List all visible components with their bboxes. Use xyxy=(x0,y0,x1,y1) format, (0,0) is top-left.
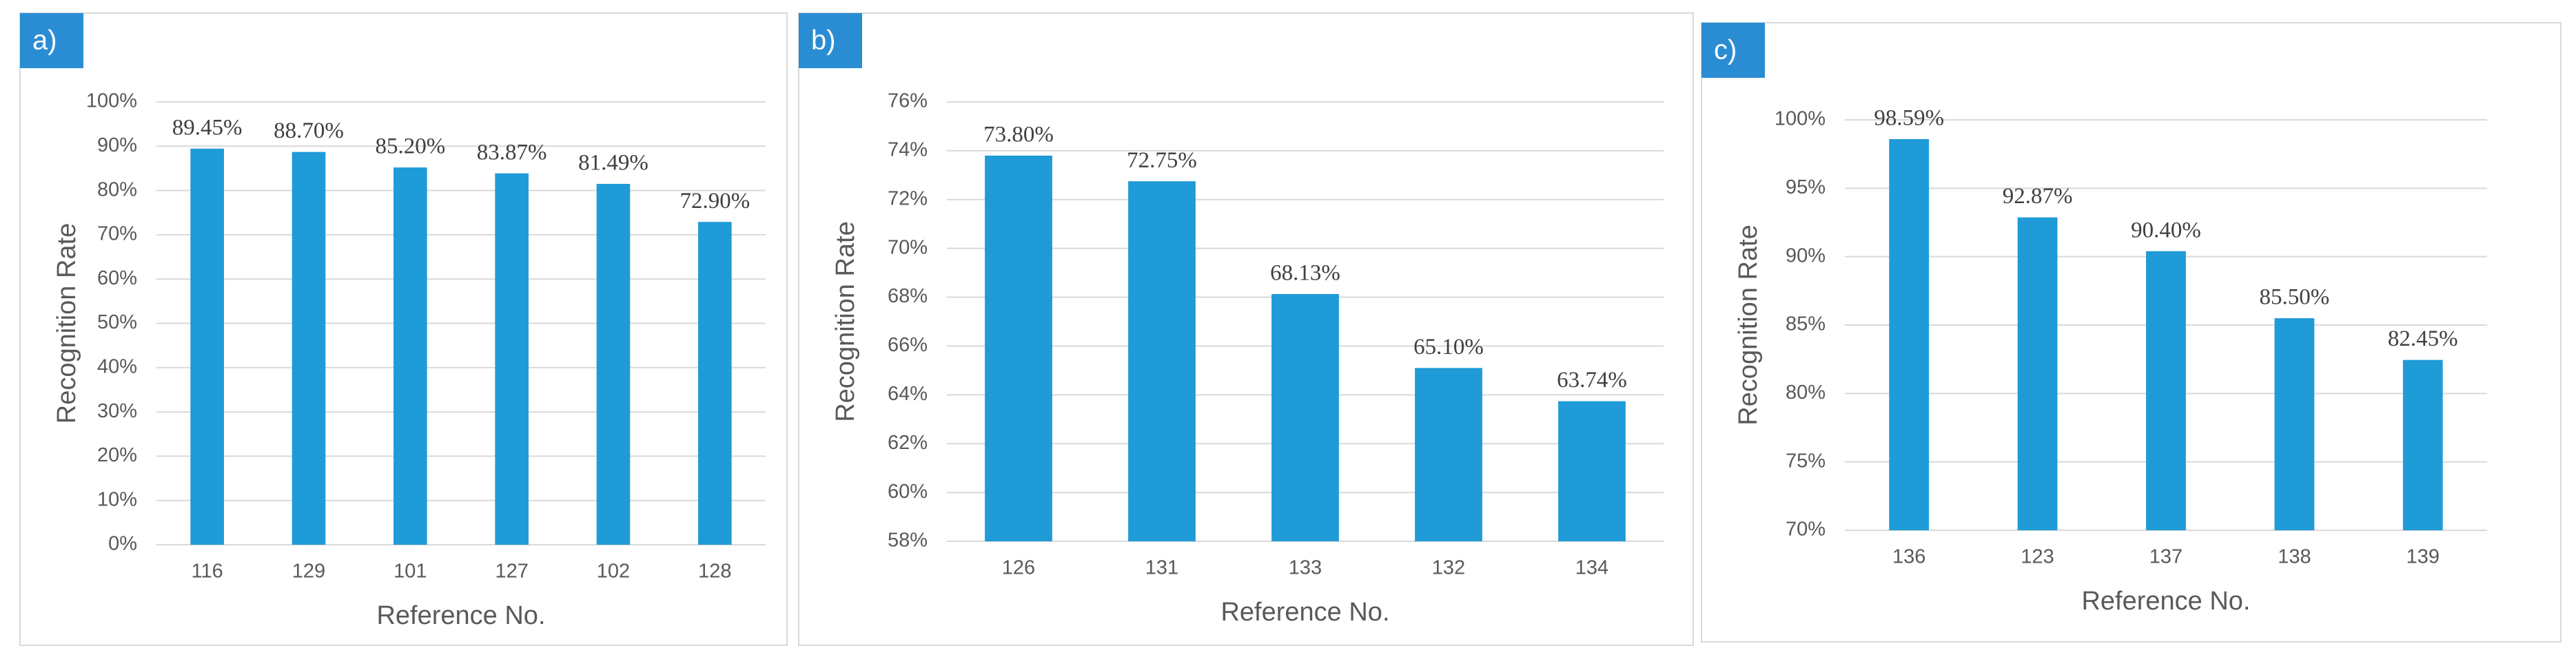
value-label: 72.75% xyxy=(1127,148,1197,173)
panel xyxy=(1701,22,2562,643)
value-label: 89.45% xyxy=(172,115,243,140)
y-axis-title: Recognition Rate xyxy=(831,221,860,422)
y-tick-label: 50% xyxy=(97,311,137,333)
x-tick-label: 139 xyxy=(2406,546,2440,568)
value-label: 98.59% xyxy=(1874,106,1944,131)
bar xyxy=(2402,359,2443,530)
y-tick-label: 70% xyxy=(888,236,928,258)
bar xyxy=(698,222,732,545)
y-tick-label: 30% xyxy=(97,400,137,422)
bar xyxy=(292,152,326,545)
y-tick-label: 100% xyxy=(86,90,137,112)
value-label: 90.40% xyxy=(2131,218,2201,242)
y-tick-label: 80% xyxy=(97,178,137,200)
y-tick-label: 85% xyxy=(1786,313,1826,335)
panel-label-box xyxy=(1701,23,1765,78)
x-tick-label: 129 xyxy=(292,561,325,583)
x-tick-label: 134 xyxy=(1575,557,1608,579)
panel-label-box xyxy=(799,13,862,68)
bar xyxy=(2017,217,2058,530)
y-tick-label: 90% xyxy=(97,134,137,156)
y-tick-label: 0% xyxy=(108,533,137,555)
y-tick-label: 76% xyxy=(888,90,928,112)
value-label: 63.74% xyxy=(1557,368,1627,393)
value-label: 81.49% xyxy=(578,151,648,176)
panel-label: a) xyxy=(32,25,57,56)
value-label: 82.45% xyxy=(2388,326,2458,351)
bar xyxy=(495,173,529,545)
x-tick-label: 101 xyxy=(393,561,427,583)
bar xyxy=(1128,181,1196,541)
x-axis-title: Reference No. xyxy=(376,601,545,630)
value-label: 65.10% xyxy=(1413,335,1484,359)
y-tick-label: 72% xyxy=(888,187,928,209)
value-label: 85.50% xyxy=(2260,285,2330,310)
value-label: 92.87% xyxy=(2003,184,2073,209)
y-axis-title: Recognition Rate xyxy=(52,223,81,424)
x-tick-label: 132 xyxy=(1432,557,1465,579)
panel-label: b) xyxy=(811,25,836,56)
bar xyxy=(190,148,224,545)
bar xyxy=(985,155,1052,541)
x-tick-label: 138 xyxy=(2278,546,2311,568)
x-tick-label: 116 xyxy=(192,561,223,583)
value-label: 83.87% xyxy=(477,140,547,165)
y-tick-label: 62% xyxy=(888,432,928,454)
bar xyxy=(1415,368,1482,541)
y-tick-label: 100% xyxy=(1775,108,1826,130)
x-tick-label: 137 xyxy=(2149,546,2183,568)
y-tick-label: 80% xyxy=(1786,382,1826,404)
panel-label: c) xyxy=(1714,35,1737,65)
value-label: 68.13% xyxy=(1270,261,1340,286)
value-label: 85.20% xyxy=(375,134,445,159)
y-tick-label: 70% xyxy=(1786,519,1826,541)
x-tick-label: 136 xyxy=(1892,546,1925,568)
x-axis-title: Reference No. xyxy=(1220,598,1389,627)
value-label: 88.70% xyxy=(274,118,344,143)
x-tick-label: 127 xyxy=(495,561,528,583)
x-tick-label: 102 xyxy=(597,561,630,583)
y-tick-label: 70% xyxy=(97,223,137,245)
x-tick-label: 123 xyxy=(2021,546,2054,568)
y-tick-label: 74% xyxy=(888,139,928,161)
panel-label-box xyxy=(20,13,83,68)
value-label: 73.80% xyxy=(983,123,1054,147)
y-tick-label: 60% xyxy=(97,267,137,289)
y-tick-label: 90% xyxy=(1786,244,1826,267)
y-tick-label: 68% xyxy=(888,285,928,307)
bar xyxy=(1271,293,1339,541)
y-tick-label: 64% xyxy=(888,383,928,405)
bar xyxy=(1558,401,1626,541)
bar xyxy=(393,167,427,545)
bar xyxy=(2274,318,2315,530)
y-tick-label: 10% xyxy=(97,488,137,510)
y-tick-label: 20% xyxy=(97,444,137,466)
y-tick-label: 60% xyxy=(888,481,928,503)
bar xyxy=(2146,251,2186,530)
panel xyxy=(798,12,1694,646)
y-tick-label: 66% xyxy=(888,334,928,356)
x-tick-label: 131 xyxy=(1145,557,1178,579)
bar xyxy=(596,184,631,545)
x-tick-label: 128 xyxy=(698,561,731,583)
y-tick-label: 40% xyxy=(97,355,137,377)
x-tick-label: 133 xyxy=(1289,557,1322,579)
value-label: 72.90% xyxy=(679,189,750,213)
y-tick-label: 95% xyxy=(1786,176,1826,198)
y-axis-title: Recognition Rate xyxy=(1734,225,1763,426)
y-tick-label: 58% xyxy=(888,530,928,552)
bar xyxy=(1889,139,1930,531)
x-tick-label: 126 xyxy=(1002,557,1035,579)
y-tick-label: 75% xyxy=(1786,450,1826,472)
x-axis-title: Reference No. xyxy=(2081,587,2250,616)
